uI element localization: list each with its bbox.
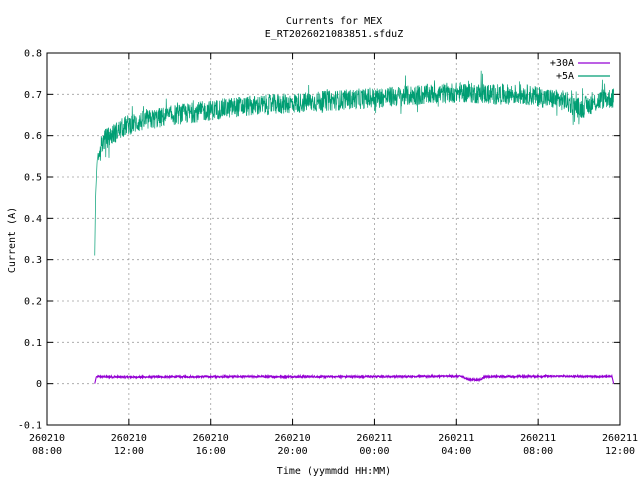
x-axis-label: Time (yymmdd HH:MM): [277, 466, 391, 477]
legend: +30A +5A: [550, 58, 610, 82]
x-tick-label-time: 12:00: [114, 446, 144, 457]
x-tick-label-date: 260211: [602, 433, 638, 444]
y-tick-label: -0.1: [18, 421, 42, 432]
x-tick-label-date: 260210: [275, 433, 311, 444]
plot-border: [46, 52, 621, 426]
x-tick-label-time: 08:00: [32, 446, 62, 457]
x-tick-label-date: 260210: [29, 433, 65, 444]
series-line-5a: [94, 70, 614, 256]
x-tick-label-date: 260211: [356, 433, 392, 444]
x-tick-label-time: 04:00: [441, 446, 471, 457]
x-tick-label-time: 00:00: [359, 446, 389, 457]
x-tick-label-time: 12:00: [605, 446, 635, 457]
x-tick-label-date: 260210: [193, 433, 229, 444]
x-tick-label-date: 260210: [111, 433, 147, 444]
chart-subtitle: E_RT2026021083851.sfduZ: [265, 29, 403, 40]
legend-label-5a: +5A: [556, 71, 574, 82]
y-axis-label: Current (A): [7, 207, 18, 273]
grid: [47, 53, 620, 425]
series-line-30a: [94, 373, 615, 384]
x-tick-label-date: 260211: [438, 433, 474, 444]
y-tick-label: 0.1: [24, 338, 42, 349]
y-tick-label: 0.6: [24, 131, 42, 142]
chart-title: Currents for MEX: [286, 16, 382, 27]
x-tick-label-time: 20:00: [278, 446, 308, 457]
y-tick-label: 0.2: [24, 297, 42, 308]
series-layer: [94, 70, 615, 384]
y-tick-label: 0.4: [24, 214, 42, 225]
x-tick-label-date: 260211: [520, 433, 556, 444]
x-tick-label-time: 08:00: [523, 446, 553, 457]
y-tick-label: 0.5: [24, 173, 42, 184]
legend-label-30a: +30A: [550, 58, 574, 69]
ticks: [46, 52, 621, 426]
y-tick-label: 0.7: [24, 90, 42, 101]
y-tick-label: 0: [36, 379, 42, 390]
x-tick-label-time: 16:00: [196, 446, 226, 457]
y-tick-label: 0.3: [24, 255, 42, 266]
y-tick-label: 0.8: [24, 49, 42, 60]
tick-labels: -0.1 0 0.1 0.2 0.3 0.4 0.5 0.6 0.7 0.8 260210 08:00…: [18, 49, 638, 458]
